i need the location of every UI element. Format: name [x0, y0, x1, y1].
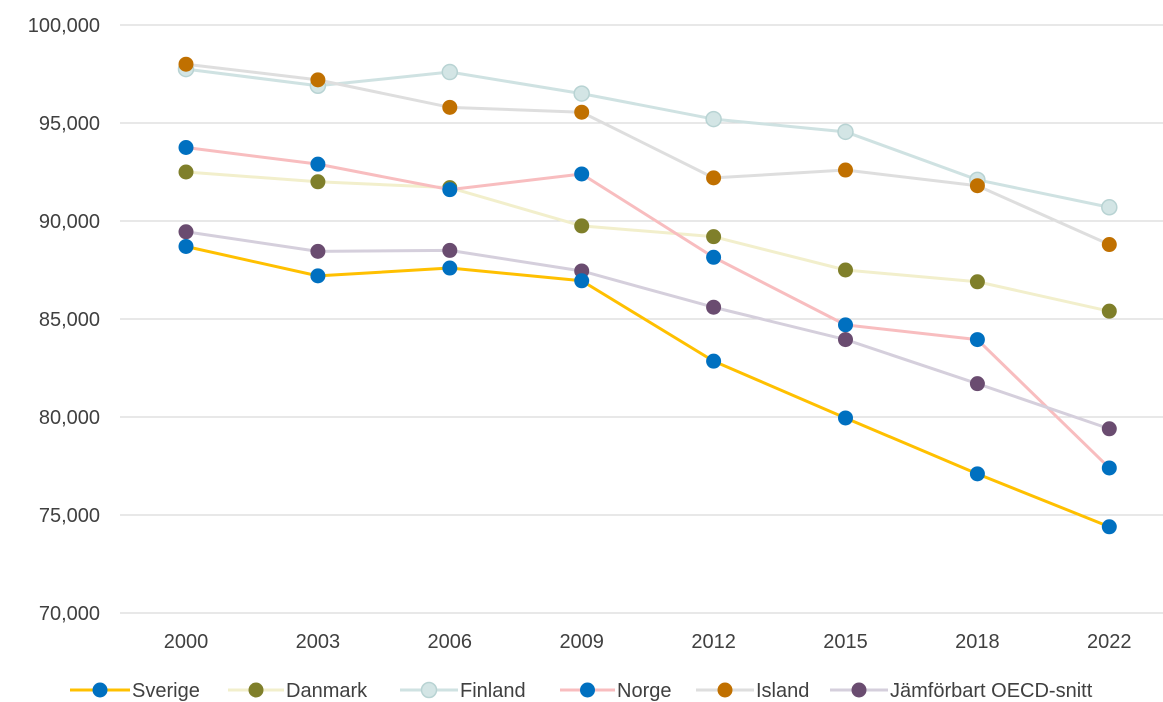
data-point [1101, 421, 1117, 437]
y-tick-label: 90,000 [39, 211, 100, 233]
data-point [969, 274, 985, 290]
data-point [310, 72, 326, 88]
legend-marker [248, 682, 264, 698]
series-jämförbart-oecd-snitt [178, 224, 1117, 437]
data-point [442, 260, 458, 276]
legend-item: Danmark [228, 680, 368, 702]
legend-label: Sverige [132, 680, 200, 702]
data-point [442, 182, 458, 198]
data-point [969, 376, 985, 392]
y-axis: 70,000 75,000 80,000 85,000 90,000 95,000 100,… [28, 15, 100, 625]
data-point [178, 224, 194, 240]
data-point [178, 164, 194, 180]
series-line [185, 62, 1110, 246]
data-point [838, 317, 853, 333]
y-tick-label: 70,000 [39, 603, 100, 625]
series-line [185, 245, 1110, 529]
data-point [838, 262, 853, 278]
series-line [185, 230, 1110, 431]
data-point [969, 466, 985, 482]
data-point [573, 85, 590, 102]
legend: Sverige Danmark Finland Norge Island Jämförba… [70, 680, 1093, 702]
legend-marker [717, 682, 733, 698]
data-point [441, 63, 459, 81]
data-point [706, 170, 722, 186]
legend-label: Island [756, 680, 809, 702]
data-point [442, 242, 458, 258]
legend-marker [851, 682, 867, 698]
data-point [310, 243, 326, 259]
data-point [838, 410, 853, 426]
series-norge [178, 140, 1117, 476]
legend-label: Norge [617, 680, 671, 702]
y-tick-label: 95,000 [39, 113, 100, 135]
x-tick-label: 2000 [164, 631, 209, 653]
y-tick-label: 100,000 [28, 15, 100, 37]
legend-label: Finland [460, 680, 526, 702]
legend-marker [580, 682, 595, 698]
data-point [1101, 199, 1118, 216]
data-point [310, 174, 326, 190]
legend-item: Island [696, 680, 809, 702]
x-tick-label: 2012 [691, 631, 736, 653]
legend-label: Jämförbart OECD-snitt [890, 680, 1093, 702]
data-point [574, 166, 590, 182]
data-point [178, 238, 194, 254]
x-tick-label: 2003 [296, 631, 341, 653]
data-point [705, 110, 722, 128]
data-point [838, 162, 853, 178]
legend-item: Norge [560, 680, 671, 702]
data-point [1101, 237, 1117, 253]
legend-item: Finland [400, 680, 526, 702]
legend-label: Danmark [286, 680, 368, 702]
data-point [574, 218, 590, 234]
x-tick-label: 2018 [955, 631, 1000, 653]
data-point [178, 140, 194, 155]
data-point [1101, 460, 1117, 476]
data-point [837, 123, 854, 141]
series-sverige [178, 238, 1117, 535]
data-point [310, 268, 326, 284]
x-tick-label: 2009 [559, 631, 604, 653]
data-point [1101, 519, 1117, 535]
x-tick-label: 2006 [428, 631, 473, 653]
series-group [177, 56, 1118, 535]
x-axis: 2000 2003 2006 2009 2012 2015 2018 2022 [164, 631, 1132, 653]
x-tick-label: 2022 [1087, 631, 1132, 653]
x-tick-label: 2015 [823, 631, 868, 653]
data-point [574, 273, 590, 289]
legend-item: Jämförbart OECD-snitt [830, 680, 1093, 702]
series-island [178, 56, 1117, 253]
data-point [838, 332, 853, 348]
series-line [185, 170, 1110, 313]
y-tick-label: 80,000 [39, 407, 100, 429]
data-point [1101, 303, 1117, 319]
data-point [574, 104, 590, 120]
legend-item: Sverige [70, 680, 200, 702]
legend-marker [92, 682, 108, 698]
legend-marker [420, 681, 438, 699]
data-point [706, 353, 722, 369]
data-point [310, 156, 326, 172]
data-point [706, 229, 722, 245]
data-point [706, 249, 722, 265]
series-line [185, 146, 1111, 470]
y-tick-label: 85,000 [39, 309, 100, 331]
data-point [442, 99, 458, 115]
gridlines [120, 24, 1163, 614]
data-point [706, 299, 722, 315]
data-point [178, 56, 194, 72]
data-point [969, 178, 985, 194]
data-point [969, 332, 985, 348]
y-tick-label: 75,000 [39, 505, 100, 527]
